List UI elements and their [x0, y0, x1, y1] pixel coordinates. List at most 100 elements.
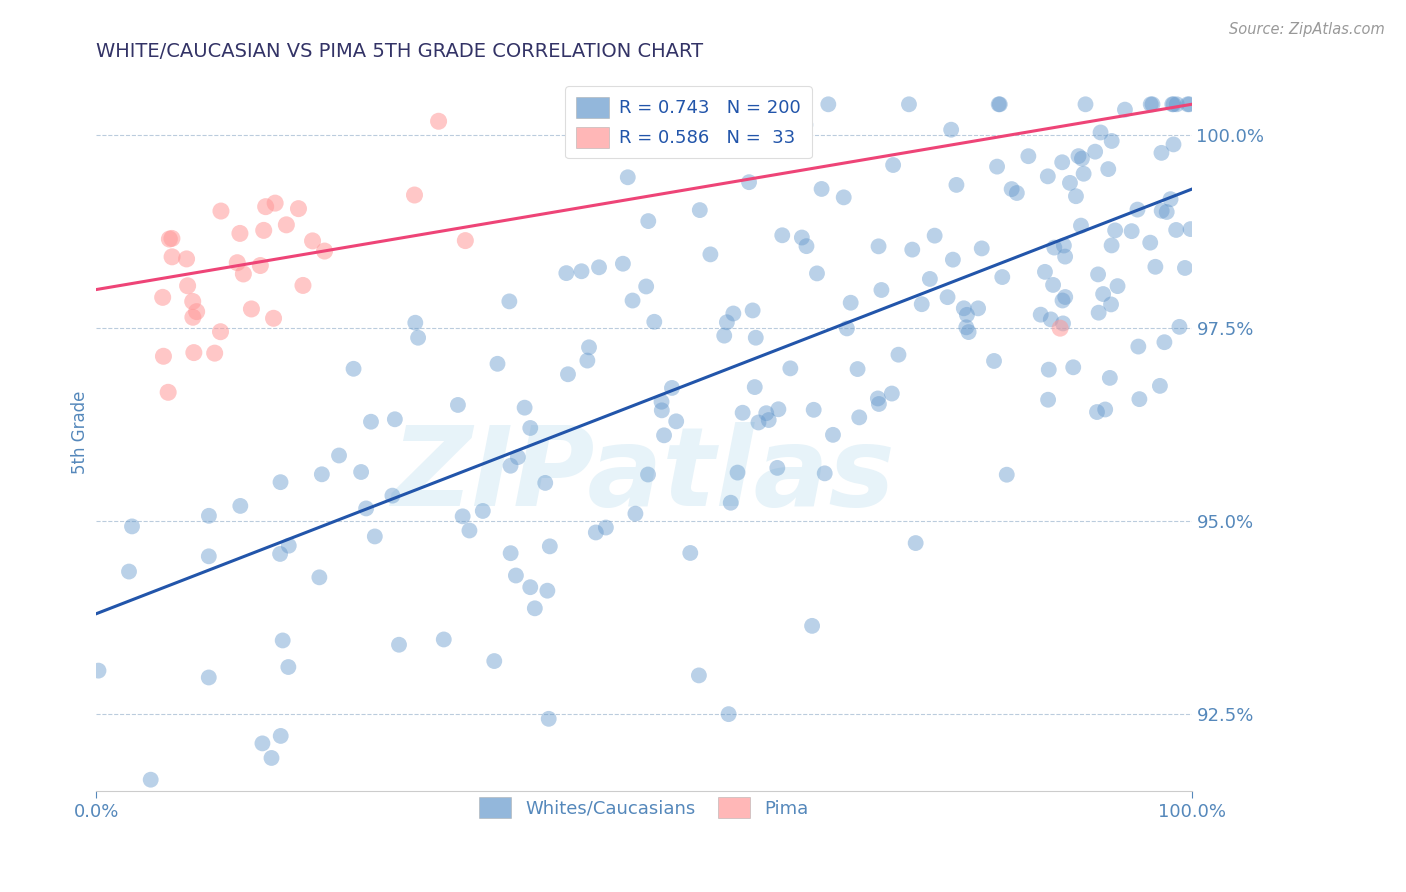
Point — [118, 565, 141, 579]
Point — [1042, 277, 1064, 292]
Point — [160, 250, 183, 264]
Point — [1166, 97, 1188, 112]
Point — [198, 508, 221, 523]
Point — [1161, 97, 1184, 112]
Point — [688, 668, 710, 682]
Point — [1094, 402, 1116, 417]
Point — [328, 449, 350, 463]
Point — [952, 301, 974, 316]
Point — [1174, 260, 1197, 275]
Text: WHITE/CAUCASIAN VS PIMA 5TH GRADE CORRELATION CHART: WHITE/CAUCASIAN VS PIMA 5TH GRADE CORREL… — [96, 42, 703, 61]
Point — [955, 320, 977, 334]
Point — [585, 525, 607, 540]
Point — [271, 633, 294, 648]
Point — [794, 118, 817, 132]
Point — [1017, 149, 1039, 163]
Point — [945, 178, 967, 192]
Point — [534, 475, 557, 490]
Point — [427, 114, 450, 128]
Point — [364, 529, 387, 543]
Point — [499, 458, 522, 473]
Point — [1005, 186, 1028, 200]
Point — [186, 304, 208, 318]
Point — [471, 504, 494, 518]
Point — [957, 325, 980, 339]
Point — [779, 361, 801, 376]
Point — [817, 97, 839, 112]
Point — [848, 410, 870, 425]
Point — [636, 279, 658, 293]
Point — [1097, 162, 1119, 177]
Point — [796, 239, 818, 253]
Point — [987, 97, 1010, 112]
Point — [277, 660, 299, 674]
Point — [1087, 268, 1109, 282]
Point — [1163, 97, 1185, 112]
Point — [229, 499, 252, 513]
Point — [176, 278, 198, 293]
Point — [766, 461, 789, 475]
Point — [689, 203, 711, 218]
Point — [536, 583, 558, 598]
Point — [1166, 223, 1188, 237]
Point — [342, 361, 364, 376]
Point — [768, 402, 790, 417]
Point — [240, 301, 263, 316]
Point — [1126, 202, 1149, 217]
Point — [939, 122, 962, 136]
Point — [270, 729, 292, 743]
Point — [260, 751, 283, 765]
Point — [519, 421, 541, 435]
Point — [758, 413, 780, 427]
Point — [181, 294, 204, 309]
Point — [1144, 260, 1167, 274]
Point — [1139, 97, 1161, 112]
Point — [1043, 241, 1066, 255]
Point — [1160, 192, 1182, 206]
Point — [936, 290, 959, 304]
Point — [176, 252, 198, 266]
Point — [801, 619, 824, 633]
Point — [1085, 405, 1108, 419]
Point — [1029, 308, 1052, 322]
Point — [1149, 379, 1171, 393]
Point — [1074, 97, 1097, 112]
Point — [991, 270, 1014, 285]
Point — [835, 321, 858, 335]
Point — [537, 712, 560, 726]
Point — [277, 539, 299, 553]
Point — [810, 182, 832, 196]
Point — [1177, 97, 1199, 112]
Point — [1049, 321, 1071, 335]
Point — [1039, 312, 1062, 326]
Point — [650, 394, 672, 409]
Point — [621, 293, 644, 308]
Point — [1168, 319, 1191, 334]
Point — [557, 368, 579, 382]
Point — [484, 654, 506, 668]
Point — [983, 354, 1005, 368]
Point — [967, 301, 990, 316]
Point — [276, 218, 298, 232]
Point — [713, 328, 735, 343]
Point — [226, 256, 249, 270]
Point — [506, 450, 529, 465]
Y-axis label: 5th Grade: 5th Grade — [72, 391, 89, 474]
Point — [846, 362, 869, 376]
Point — [741, 303, 763, 318]
Point — [204, 346, 226, 360]
Point — [637, 467, 659, 482]
Point — [447, 398, 470, 412]
Point — [360, 415, 382, 429]
Point — [576, 353, 599, 368]
Point — [197, 671, 219, 685]
Point — [1052, 293, 1074, 308]
Point — [882, 158, 904, 172]
Point — [454, 234, 477, 248]
Point — [160, 231, 183, 245]
Point — [157, 385, 180, 400]
Point — [263, 311, 285, 326]
Point — [1001, 182, 1024, 196]
Point — [1153, 335, 1175, 350]
Point — [555, 266, 578, 280]
